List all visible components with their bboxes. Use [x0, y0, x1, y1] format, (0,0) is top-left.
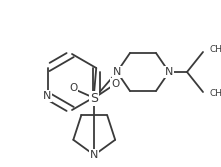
Text: O: O: [69, 83, 77, 93]
Text: CH₃: CH₃: [210, 45, 221, 54]
Text: N: N: [43, 91, 51, 101]
Text: N: N: [90, 150, 98, 160]
Text: S: S: [90, 92, 98, 105]
Text: O: O: [111, 79, 119, 89]
Text: N: N: [165, 67, 173, 77]
Text: N: N: [113, 67, 121, 77]
Text: CH₃: CH₃: [210, 90, 221, 99]
